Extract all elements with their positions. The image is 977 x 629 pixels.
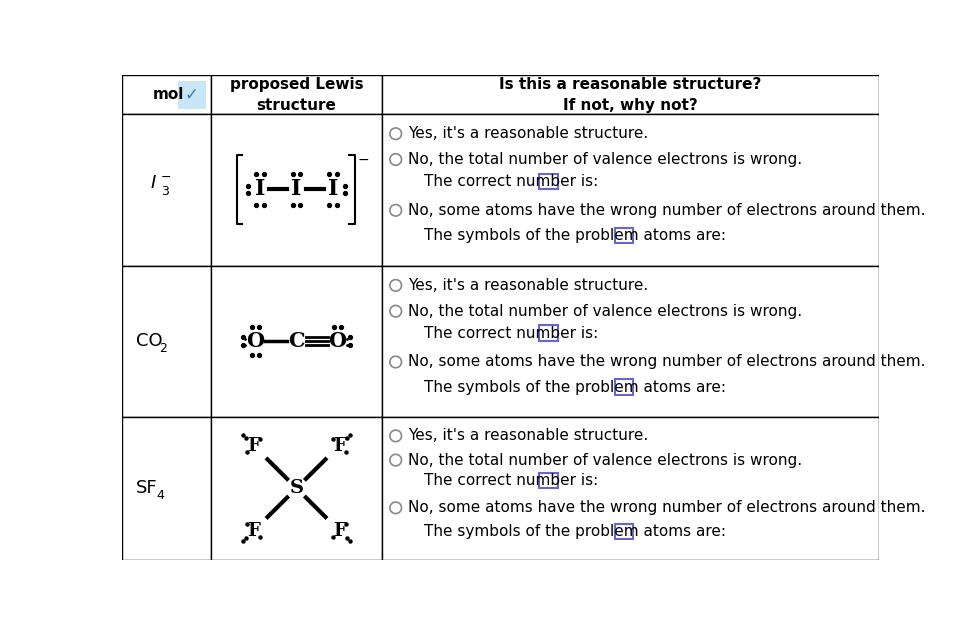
Text: Is this a reasonable structure?
If not, why not?: Is this a reasonable structure? If not, …	[499, 77, 762, 113]
Text: Yes, it's a reasonable structure.: Yes, it's a reasonable structure.	[408, 278, 649, 293]
Bar	[382, 114, 879, 265]
Bar	[615, 228, 633, 243]
Text: No, the total number of valence electrons is wrong.: No, the total number of valence electron…	[408, 152, 802, 167]
Text: F: F	[333, 437, 346, 455]
Text: Yes, it's a reasonable structure.: Yes, it's a reasonable structure.	[408, 428, 649, 443]
Text: :: :	[344, 331, 351, 350]
Text: 4: 4	[156, 489, 164, 503]
Bar	[211, 75, 382, 114]
Bar	[382, 265, 879, 418]
Text: CO: CO	[136, 332, 163, 350]
Text: No, some atoms have the wrong number of electrons around them.: No, some atoms have the wrong number of …	[408, 203, 925, 218]
Bar	[539, 174, 558, 189]
Text: I: I	[255, 179, 266, 201]
Bar	[539, 325, 558, 341]
Bar	[178, 81, 206, 109]
Text: The symbols of the problem atoms are:: The symbols of the problem atoms are:	[424, 228, 726, 243]
Text: I: I	[291, 179, 302, 201]
Text: C: C	[288, 331, 305, 351]
Text: −: −	[358, 153, 369, 167]
Text: :: :	[242, 331, 249, 350]
Text: −: −	[161, 171, 171, 184]
Text: 3: 3	[161, 186, 169, 198]
Bar	[211, 114, 382, 265]
Text: F: F	[333, 521, 346, 540]
Text: I: I	[150, 174, 156, 192]
Text: ✓: ✓	[185, 86, 198, 104]
Text: O: O	[328, 331, 347, 351]
Bar	[382, 75, 879, 114]
Text: The symbols of the problem atoms are:: The symbols of the problem atoms are:	[424, 524, 726, 539]
Text: The symbols of the problem atoms are:: The symbols of the problem atoms are:	[424, 379, 726, 394]
Text: The correct number is:: The correct number is:	[424, 473, 598, 488]
Bar	[122, 265, 211, 418]
Text: Yes, it's a reasonable structure.: Yes, it's a reasonable structure.	[408, 126, 649, 141]
Text: mol: mol	[153, 87, 185, 103]
Text: 2: 2	[159, 342, 167, 355]
Text: S: S	[289, 479, 304, 497]
Bar	[211, 418, 382, 560]
Text: I: I	[327, 179, 338, 201]
Text: SF: SF	[136, 479, 157, 497]
Bar	[122, 114, 211, 265]
Bar	[382, 418, 879, 560]
Text: No, the total number of valence electrons is wrong.: No, the total number of valence electron…	[408, 304, 802, 319]
Text: F: F	[247, 437, 260, 455]
Bar	[615, 523, 633, 539]
Bar	[211, 265, 382, 418]
Bar	[539, 473, 558, 489]
Text: O: O	[246, 331, 265, 351]
Text: No, some atoms have the wrong number of electrons around them.: No, some atoms have the wrong number of …	[408, 355, 925, 369]
Text: The correct number is:: The correct number is:	[424, 174, 598, 189]
Text: proposed Lewis
structure: proposed Lewis structure	[230, 77, 363, 113]
Bar	[122, 418, 211, 560]
Text: F: F	[247, 521, 260, 540]
Bar	[615, 379, 633, 395]
Bar	[122, 75, 211, 114]
Text: No, the total number of valence electrons is wrong.: No, the total number of valence electron…	[408, 453, 802, 467]
Text: The correct number is:: The correct number is:	[424, 326, 598, 341]
Text: No, some atoms have the wrong number of electrons around them.: No, some atoms have the wrong number of …	[408, 500, 925, 515]
